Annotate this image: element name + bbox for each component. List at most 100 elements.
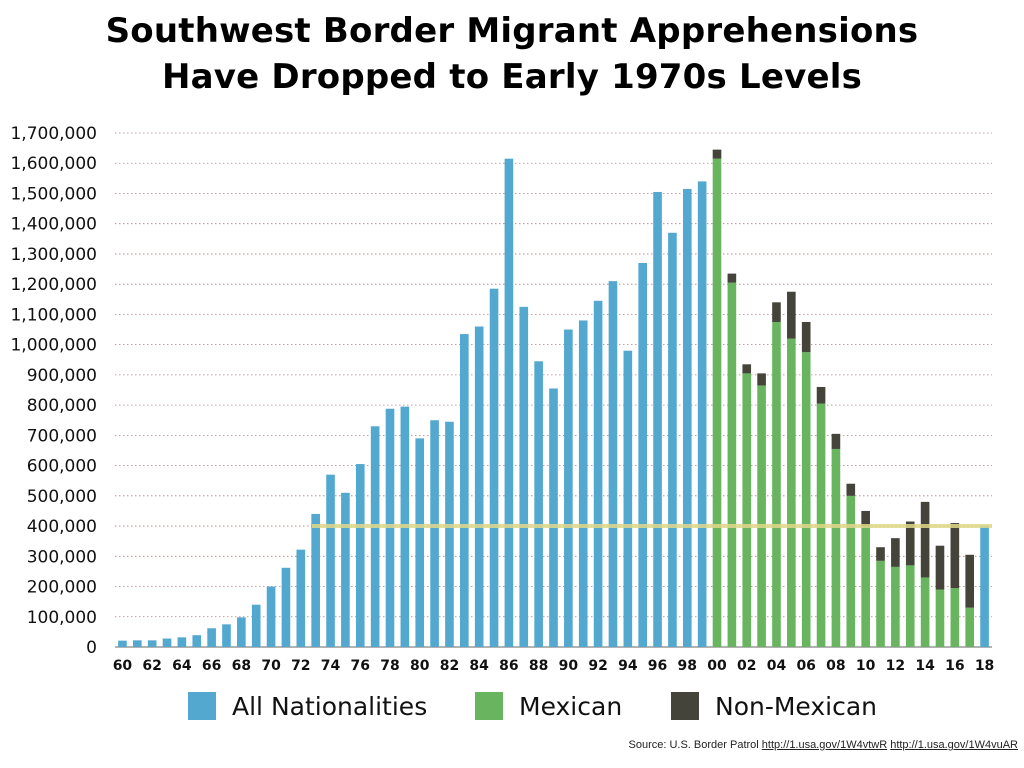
bar-all-nationalities (697, 181, 707, 647)
bar-non-mexican (787, 291, 796, 339)
bar-all-nationalities (237, 617, 246, 647)
x-tick-label: 92 (588, 658, 607, 674)
bar-non-mexican (920, 501, 930, 578)
x-tick-label: 66 (202, 658, 221, 674)
y-tick-label: 900,000 (27, 366, 97, 386)
bar-non-mexican (816, 386, 826, 404)
bar-non-mexican (712, 149, 722, 159)
bar-all-nationalities (980, 526, 989, 647)
bar-all-nationalities (177, 637, 187, 647)
x-tick-label: 76 (351, 658, 370, 674)
legend-item-non-mexican: Non-Mexican (671, 686, 877, 726)
y-tick-label: 500,000 (27, 487, 97, 507)
x-tick-label: 98 (678, 658, 697, 674)
legend-item-all-nationalities: All Nationalities (188, 686, 427, 726)
source-note: Source: U.S. Border Patrol http://1.usa.… (629, 739, 1019, 751)
bar-mexican (876, 560, 885, 647)
y-tick-label: 700,000 (27, 426, 97, 446)
source-prefix: Source: U.S. Border Patrol (628, 739, 759, 751)
legend-swatch-non-mexican (671, 692, 699, 720)
bar-all-nationalities (326, 474, 335, 647)
y-tick-label: 200,000 (27, 578, 97, 598)
bar-all-nationalities (222, 624, 231, 647)
bar-chart: 0 100,000 200,000 300,000 400,000 500,000 600,… (10, 124, 994, 674)
bar-non-mexican (846, 483, 856, 496)
bar-all-nationalities (281, 567, 291, 647)
source-link-1[interactable]: http://1.usa.gov/1W4vtwR (761, 739, 888, 751)
bar-all-nationalities (355, 464, 365, 647)
bar-mexican (905, 565, 915, 647)
y-tick-label: 1,300,000 (10, 245, 97, 265)
bar-all-nationalities (578, 320, 588, 647)
x-tick-label: 78 (380, 658, 399, 674)
bar-all-nationalities (474, 326, 484, 647)
bar-non-mexican (727, 273, 737, 283)
bar-all-nationalities (504, 158, 514, 647)
x-tick-label: 08 (826, 658, 845, 674)
title-line-2: Have Dropped to Early 1970s Levels (161, 57, 863, 97)
bar-non-mexican (950, 523, 960, 589)
x-tick-label: 02 (737, 658, 756, 674)
bar-all-nationalities (460, 334, 469, 647)
x-tick-label: 16 (945, 658, 964, 674)
y-tick-label: 800,000 (27, 396, 97, 416)
y-tick-label: 1,100,000 (10, 305, 97, 325)
bar-all-nationalities (132, 640, 142, 647)
x-tick-label: 18 (975, 658, 994, 674)
y-tick-label: 1,700,000 (10, 124, 97, 144)
bar-all-nationalities (682, 188, 692, 647)
x-tick-label: 80 (410, 658, 430, 674)
bar-mexican (772, 321, 781, 647)
legend-swatch-all-nationalities (188, 692, 216, 720)
bar-all-nationalities (489, 288, 499, 647)
chart-title: Southwest Border Migrant Apprehensions H… (0, 8, 1024, 100)
bar-all-nationalities (623, 350, 633, 647)
y-tick-label: 300,000 (27, 547, 97, 567)
legend: All Nationalities Mexican Non-Mexican (0, 686, 1024, 726)
bar-mexican (965, 607, 975, 647)
bar-non-mexican (757, 373, 766, 386)
y-tick-label: 1,600,000 (10, 154, 97, 174)
bar-non-mexican (935, 545, 945, 590)
bar-mexican (920, 577, 930, 647)
bar-non-mexican (876, 547, 885, 561)
source-link-2[interactable]: http://1.usa.gov/1W4vuAR (890, 739, 1018, 751)
bar-mexican (831, 448, 841, 647)
bar-all-nationalities (445, 421, 454, 647)
bar-non-mexican (861, 510, 870, 527)
legend-label-non-mexican: Non-Mexican (715, 691, 878, 721)
x-tick-label: 74 (321, 658, 341, 674)
y-tick-label: 400,000 (27, 517, 97, 537)
bar-all-nationalities (430, 420, 439, 647)
bar-non-mexican (831, 433, 841, 449)
x-tick-label: 60 (113, 658, 133, 674)
x-tick-label: 86 (499, 658, 518, 674)
bar-all-nationalities (593, 300, 603, 647)
bar-all-nationalities (668, 232, 677, 647)
legend-label-mexican: Mexican (519, 691, 623, 721)
x-tick-label: 70 (261, 658, 281, 674)
bar-all-nationalities (638, 263, 647, 647)
x-tick-label: 94 (618, 658, 638, 674)
bar-non-mexican (965, 554, 975, 608)
bar-all-nationalities (653, 191, 662, 648)
x-tick-label: 06 (796, 658, 815, 674)
bar-mexican (801, 352, 811, 647)
bar-all-nationalities (341, 492, 350, 647)
bar-mexican (787, 338, 796, 647)
bar-mexican (846, 495, 856, 647)
bar-all-nationalities (251, 604, 261, 647)
bar-all-nationalities (296, 549, 306, 647)
y-tick-label: 1,500,000 (10, 184, 97, 204)
x-tick-label: 14 (915, 658, 935, 674)
bar-all-nationalities (608, 281, 618, 647)
x-tick-label: 82 (440, 658, 459, 674)
bar-all-nationalities (415, 438, 425, 647)
x-tick-label: 00 (707, 658, 727, 674)
bar-non-mexican (905, 521, 915, 566)
bar-mexican (891, 566, 900, 647)
legend-item-mexican: Mexican (475, 686, 622, 726)
y-tick-label: 0 (86, 638, 97, 658)
legend-swatch-mexican (475, 692, 503, 720)
title-line-1: Southwest Border Migrant Apprehensions (105, 11, 919, 51)
